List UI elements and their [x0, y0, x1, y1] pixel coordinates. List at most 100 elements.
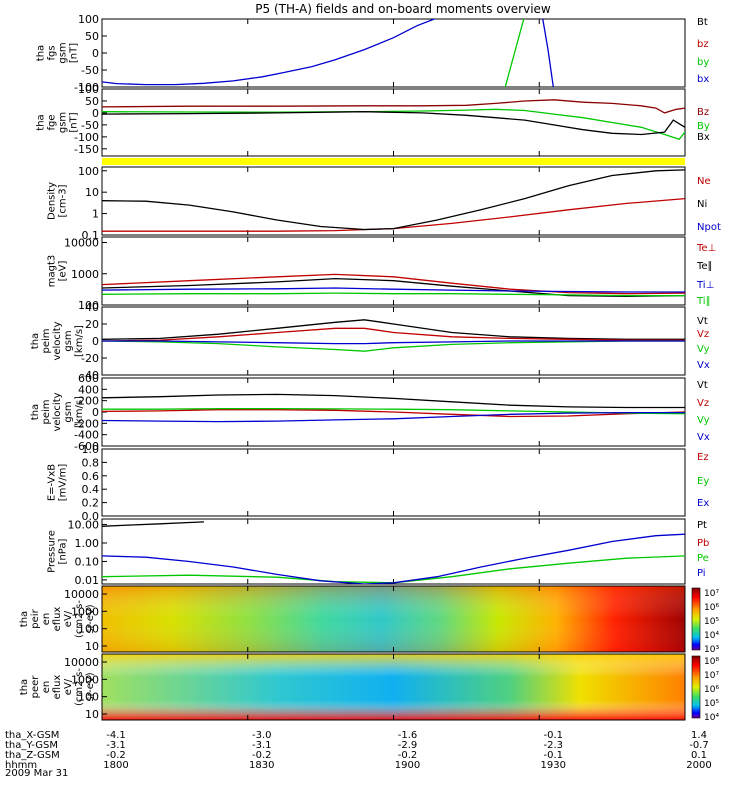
panel-frame: [101, 518, 686, 585]
y-axis-label: tha: [19, 679, 30, 695]
series-line-Vx: [102, 411, 685, 423]
date-label: 2009 Mar 31: [5, 768, 68, 779]
y-axis-label: fge: [47, 114, 58, 130]
y-axis-label: peir: [30, 608, 41, 628]
colorbar: [691, 587, 701, 651]
series-line-Bz: [102, 99, 685, 114]
series-line-Te⊥: [102, 273, 685, 295]
legend-Pt: Pt: [697, 520, 707, 531]
axis-row-label: hhmm: [5, 760, 37, 771]
y-axis-label: [mV/m]: [58, 464, 69, 502]
series-line-Pi: [102, 533, 685, 584]
axis-row-value: 0.1: [691, 750, 707, 761]
legend-Ti⊥: Ti⊥: [696, 280, 714, 291]
panel-7: 1.00.80.60.40.20.0 E=-VxB [mV/m] Ez Ey Ex: [47, 443, 710, 523]
colorbar: [691, 655, 701, 719]
y-axis-label: eV/: [63, 678, 74, 695]
time-tick-label: 1900: [395, 760, 420, 771]
series-line-Pt: [102, 521, 205, 527]
y-axis-label: E=-VxB: [47, 464, 58, 501]
y-tick-label: 100: [78, 691, 99, 704]
legend-bx: bx: [697, 74, 709, 85]
y-axis-label: en: [41, 681, 52, 694]
figure-title: P5 (TH-A) fields and on-board moments ov…: [255, 2, 551, 16]
colorbar-tick-label: 10³: [704, 645, 719, 655]
legend-Vt: Vt: [697, 316, 708, 327]
y-tick-label: -20: [81, 352, 99, 365]
series-line-Pe: [102, 555, 685, 584]
y-axis-label: tha: [36, 45, 47, 61]
y-axis-label: sr-eV): [85, 672, 96, 701]
panel-frame: [101, 448, 686, 517]
y-tick-label: 400: [78, 383, 99, 396]
y-tick-label: 600: [78, 372, 99, 385]
y-tick-label: 10.00: [68, 519, 100, 532]
series-line-Ne: [102, 197, 685, 232]
series-line-Ni: [102, 169, 685, 231]
y-axis-label: velocity: [52, 392, 63, 431]
y-axis-label: sr-eV): [85, 604, 96, 633]
y-tick-label: 20: [85, 318, 99, 331]
axis-row-value: -1.6: [398, 730, 418, 741]
axis-row-value: -2.3: [543, 740, 563, 751]
series-line-Vt: [102, 393, 685, 409]
legend-Vz: Vz: [697, 398, 709, 409]
panel-4: 10000 1000 100 magt3 [eV] Te⊥ Te∥ Ti⊥ Ti∥: [47, 236, 716, 312]
legend-Bt: Bt: [697, 17, 708, 28]
y-axis-label: peer: [30, 675, 41, 699]
axis-row-value: -4.1: [106, 730, 126, 741]
y-axis-label: gsm: [58, 112, 69, 133]
legend-Vy: Vy: [697, 415, 710, 426]
y-axis-label: tha: [19, 611, 30, 627]
panel-5: 40 20 0 -20 -40 tha peim velocity gsm [km/s] Vt Vz V…: [30, 301, 710, 382]
y-tick-label: 0.4: [82, 483, 100, 496]
y-axis-label: [nT]: [69, 112, 80, 132]
axis-row-value: -0.2: [252, 750, 272, 761]
series-line-Vx: [102, 340, 685, 345]
y-tick-label: 50: [85, 30, 99, 43]
colorbar-tick-label: 10⁵: [704, 617, 719, 627]
axis-row-value: -0.2: [398, 750, 418, 761]
legend-by: by: [697, 57, 709, 68]
y-tick-label: -100: [74, 81, 99, 94]
y-axis-label: tha: [30, 404, 41, 420]
y-tick-label: 1: [92, 208, 99, 221]
axis-row-label: tha_X-GSM: [5, 730, 59, 741]
y-axis-label: tha: [36, 114, 47, 130]
y-axis-label: velocity: [52, 321, 63, 360]
y-axis-label: eflux: [52, 675, 63, 700]
legend-Te⊥: Te⊥: [696, 243, 716, 254]
series-line-bx: [102, 19, 554, 87]
colorbar-tick-label: 10⁸: [704, 657, 719, 667]
y-tick-label: 10000: [64, 588, 99, 601]
y-tick-label: 0.10: [75, 555, 100, 568]
series-line-Ti∥: [102, 292, 685, 297]
series-line-Vz: [102, 327, 685, 342]
colorbar-tick-label: 10⁶: [704, 603, 719, 613]
y-tick-label: 0.01: [75, 574, 100, 587]
series-line-by: [504, 19, 525, 87]
legend-Vx: Vx: [697, 432, 710, 443]
axis-row-value: -0.2: [106, 750, 126, 761]
y-axis-label: en: [41, 613, 52, 626]
legend-Ni: Ni: [697, 199, 707, 210]
panel-frame: [101, 166, 686, 236]
y-tick-label: -400: [74, 429, 99, 442]
panel-3: 100 10 1 0.1 Density [cm-3] Ne Ni Npot: [47, 165, 721, 242]
colorbar-tick-label: 10⁷: [704, 671, 719, 681]
y-tick-label: 40: [85, 301, 99, 314]
legend-Vz: Vz: [697, 329, 709, 340]
y-axis-label: [km/s]: [74, 325, 85, 357]
y-axis-label: [nT]: [69, 43, 80, 63]
axis-row-value: -0.1: [543, 750, 563, 761]
y-tick-label: 1000: [71, 268, 99, 281]
colorbar-tick-label: 10⁶: [704, 685, 719, 695]
y-tick-label: 1.0: [82, 443, 100, 456]
legend-Vy: Vy: [697, 344, 710, 355]
axis-row-value: -3.1: [106, 740, 126, 751]
y-tick-label: 10: [85, 186, 99, 199]
time-tick-label: 1830: [249, 760, 274, 771]
y-axis-label: magt3: [47, 255, 58, 288]
